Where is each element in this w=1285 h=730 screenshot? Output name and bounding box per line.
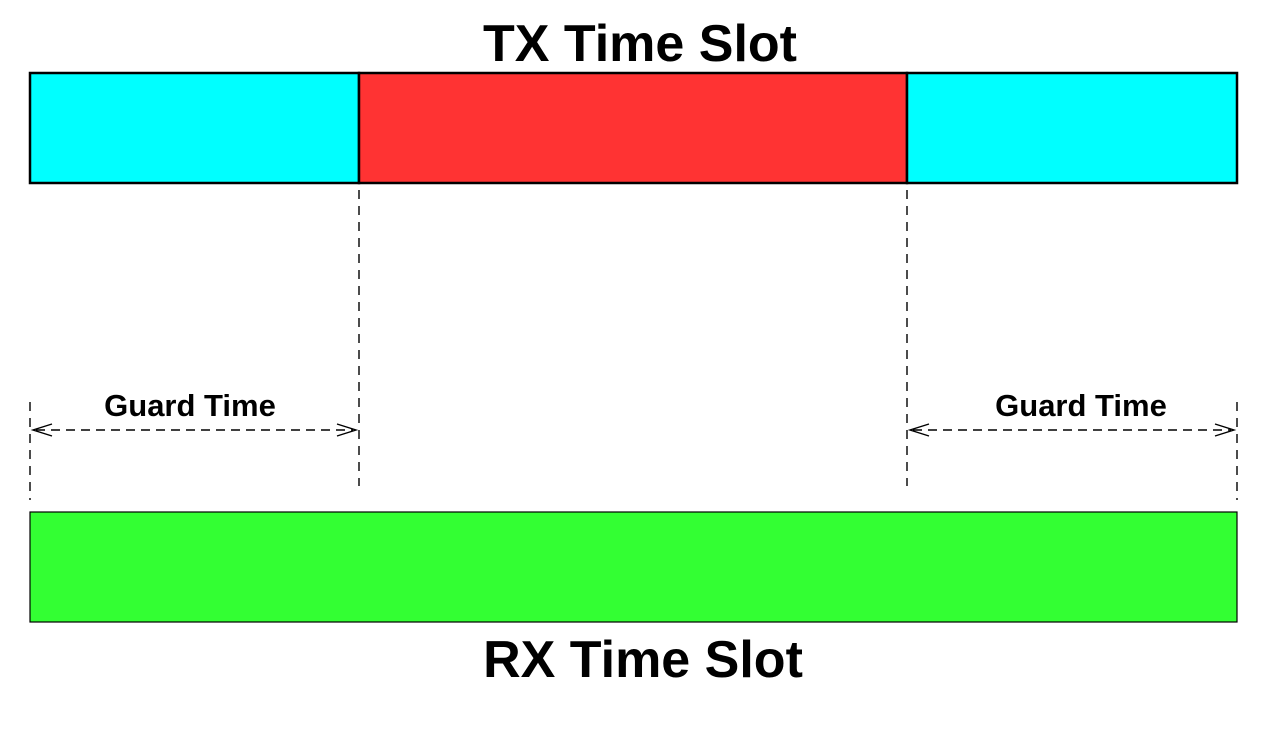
rx-bar (29, 511, 1238, 623)
rx-title: RX Time Slot (483, 631, 803, 689)
guard-time-right-arrow (907, 423, 1237, 437)
tx-guard-right-segment (905, 71, 1239, 185)
guard-time-left-label: Guard Time (104, 388, 276, 423)
tx-guard-left-segment (28, 71, 361, 185)
tx-payload-segment (357, 71, 909, 185)
tx-title: TX Time Slot (483, 15, 797, 73)
guard-time-left-arrow (30, 423, 359, 437)
guard-time-right-label: Guard Time (995, 388, 1167, 423)
tx-bar (28, 71, 1239, 185)
